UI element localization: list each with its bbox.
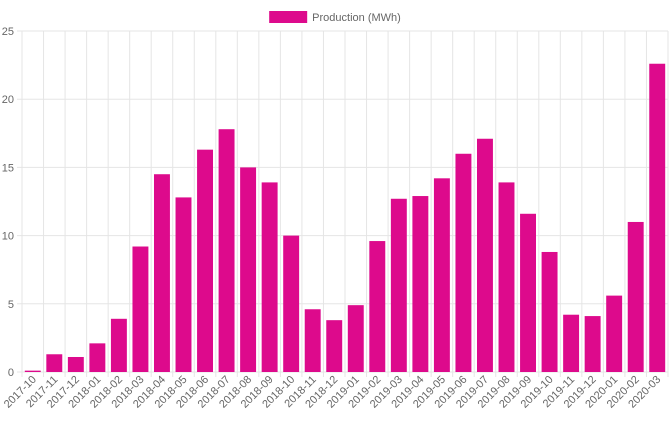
legend[interactable]: Production (MWh): [269, 11, 401, 24]
grid-layer: [17, 30, 669, 377]
legend-swatch[interactable]: [269, 11, 308, 23]
bar-2018-09[interactable]: [261, 182, 278, 372]
bar-2020-03[interactable]: [649, 63, 666, 373]
bar-2018-06[interactable]: [197, 149, 214, 372]
bar-2018-08[interactable]: [240, 167, 257, 372]
bar-2019-07[interactable]: [476, 138, 493, 372]
bar-2018-10[interactable]: [283, 235, 300, 372]
bar-2019-03[interactable]: [390, 198, 407, 372]
bar-2019-02[interactable]: [369, 241, 386, 372]
y-tick-label: 5: [8, 299, 14, 311]
bar-2019-10[interactable]: [541, 251, 558, 372]
bar-2018-05[interactable]: [175, 197, 192, 372]
bar-2019-12[interactable]: [584, 316, 601, 372]
bar-2018-01[interactable]: [89, 343, 106, 372]
bar-2018-03[interactable]: [132, 246, 149, 372]
bar-2020-02[interactable]: [627, 221, 644, 372]
bar-2017-10[interactable]: [24, 370, 41, 372]
bar-2019-05[interactable]: [433, 178, 450, 372]
bar-2017-11[interactable]: [46, 354, 63, 372]
bar-2019-04[interactable]: [412, 196, 429, 372]
bar-2018-07[interactable]: [218, 129, 235, 372]
bar-2019-01[interactable]: [347, 305, 364, 372]
legend-label[interactable]: Production (MWh): [312, 12, 401, 24]
bar-2019-11[interactable]: [563, 314, 580, 372]
y-tick-label: 25: [2, 26, 14, 38]
bar-layer: [24, 63, 666, 373]
y-tick-label: 0: [8, 367, 14, 379]
bar-2019-08[interactable]: [498, 182, 515, 372]
bar-2020-01[interactable]: [606, 295, 623, 372]
y-tick-label: 15: [2, 162, 14, 174]
bar-2019-06[interactable]: [455, 153, 472, 372]
y-tick-label: 20: [2, 94, 14, 106]
y-tick-label: 10: [2, 231, 14, 243]
bar-2017-12[interactable]: [67, 356, 84, 372]
bar-2018-02[interactable]: [110, 318, 127, 372]
bar-2018-12[interactable]: [326, 320, 343, 372]
bar-2018-11[interactable]: [304, 309, 321, 372]
bar-2019-09[interactable]: [520, 213, 537, 372]
bar-2018-04[interactable]: [153, 174, 170, 372]
